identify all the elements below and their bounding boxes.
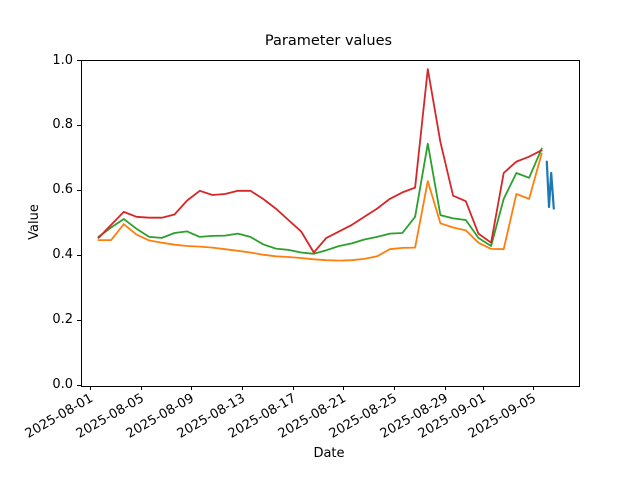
x-tick-mark [191, 385, 193, 390]
x-tick-mark [343, 385, 345, 390]
y-tick-label: 0.0 [52, 377, 73, 392]
x-tick-mark [444, 385, 446, 390]
x-tick-mark [241, 385, 243, 390]
y-tick-mark [76, 384, 81, 386]
series-green-line [97, 142, 543, 255]
y-tick-label: 0.8 [52, 117, 73, 133]
y-tick-mark [76, 254, 81, 256]
x-tick-mark [482, 385, 484, 390]
series-blue-line [545, 160, 555, 210]
plot-area [80, 60, 580, 387]
y-tick-mark [76, 189, 81, 191]
series-red-line [97, 68, 543, 254]
series-orange-line [97, 152, 543, 262]
chart-title: Parameter values [264, 33, 393, 49]
y-tick-mark [76, 60, 81, 61]
x-tick-mark [90, 385, 91, 390]
x-axis-title: Date [313, 446, 345, 461]
y-tick-label: 0.4 [52, 247, 73, 263]
x-tick-mark [393, 385, 395, 390]
line-chart-svg [97, 68, 555, 262]
y-tick-mark [76, 124, 81, 126]
y-tick-label: 0.6 [52, 182, 73, 198]
y-tick-mark [76, 319, 81, 321]
x-tick-mark [292, 385, 294, 390]
x-tick-mark [533, 385, 535, 390]
y-tick-label: 0.2 [52, 312, 73, 328]
y-axis-title: Value [27, 204, 42, 240]
x-tick-mark [140, 385, 142, 390]
y-tick-label: 1.0 [52, 52, 73, 68]
